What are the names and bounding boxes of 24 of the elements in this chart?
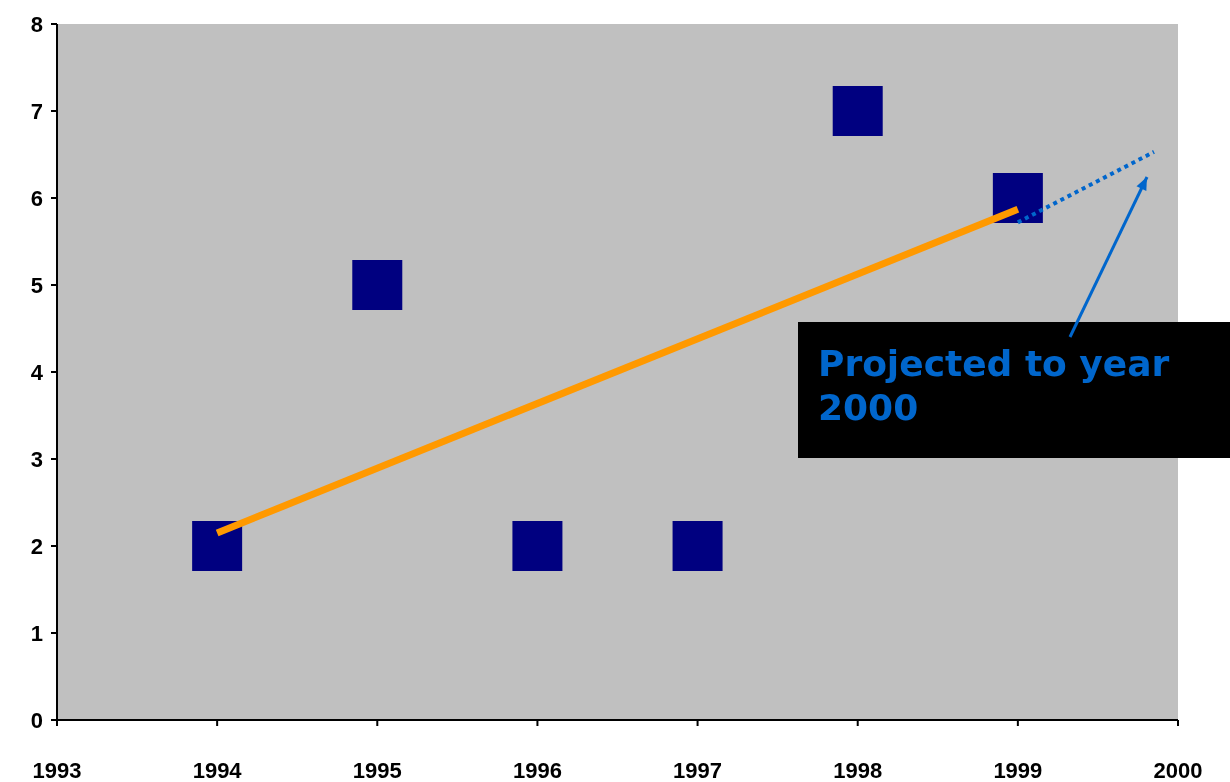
x-tick-label: 2000 — [1153, 758, 1203, 782]
y-tick-label: 6 — [30, 185, 43, 211]
point — [672, 521, 723, 571]
y-tick-label: 3 — [30, 446, 43, 472]
y-tick-label: 7 — [30, 98, 43, 124]
y-tick-label: 1 — [30, 620, 43, 646]
point — [352, 260, 403, 310]
x-tick-label: 1998 — [833, 758, 883, 782]
x-tick-label: 1999 — [993, 758, 1043, 782]
y-tick-label: 8 — [30, 11, 43, 37]
y-tick-label: 5 — [30, 272, 43, 298]
x-tick-label: 1994 — [192, 758, 243, 782]
x-tick-label: 1995 — [352, 758, 402, 782]
point — [992, 173, 1043, 223]
annotation: Projected to year 2000 — [818, 343, 1170, 428]
x-tick-label: 1996 — [512, 758, 562, 782]
y-tick-label: 4 — [30, 359, 44, 385]
point — [192, 521, 243, 571]
x-tick-label: 1993 — [32, 758, 82, 782]
y-tick-label: 0 — [30, 707, 43, 733]
y-tick-label: 2 — [30, 533, 43, 559]
point — [512, 521, 563, 571]
point — [832, 86, 883, 136]
x-tick-label: 1997 — [673, 758, 723, 782]
